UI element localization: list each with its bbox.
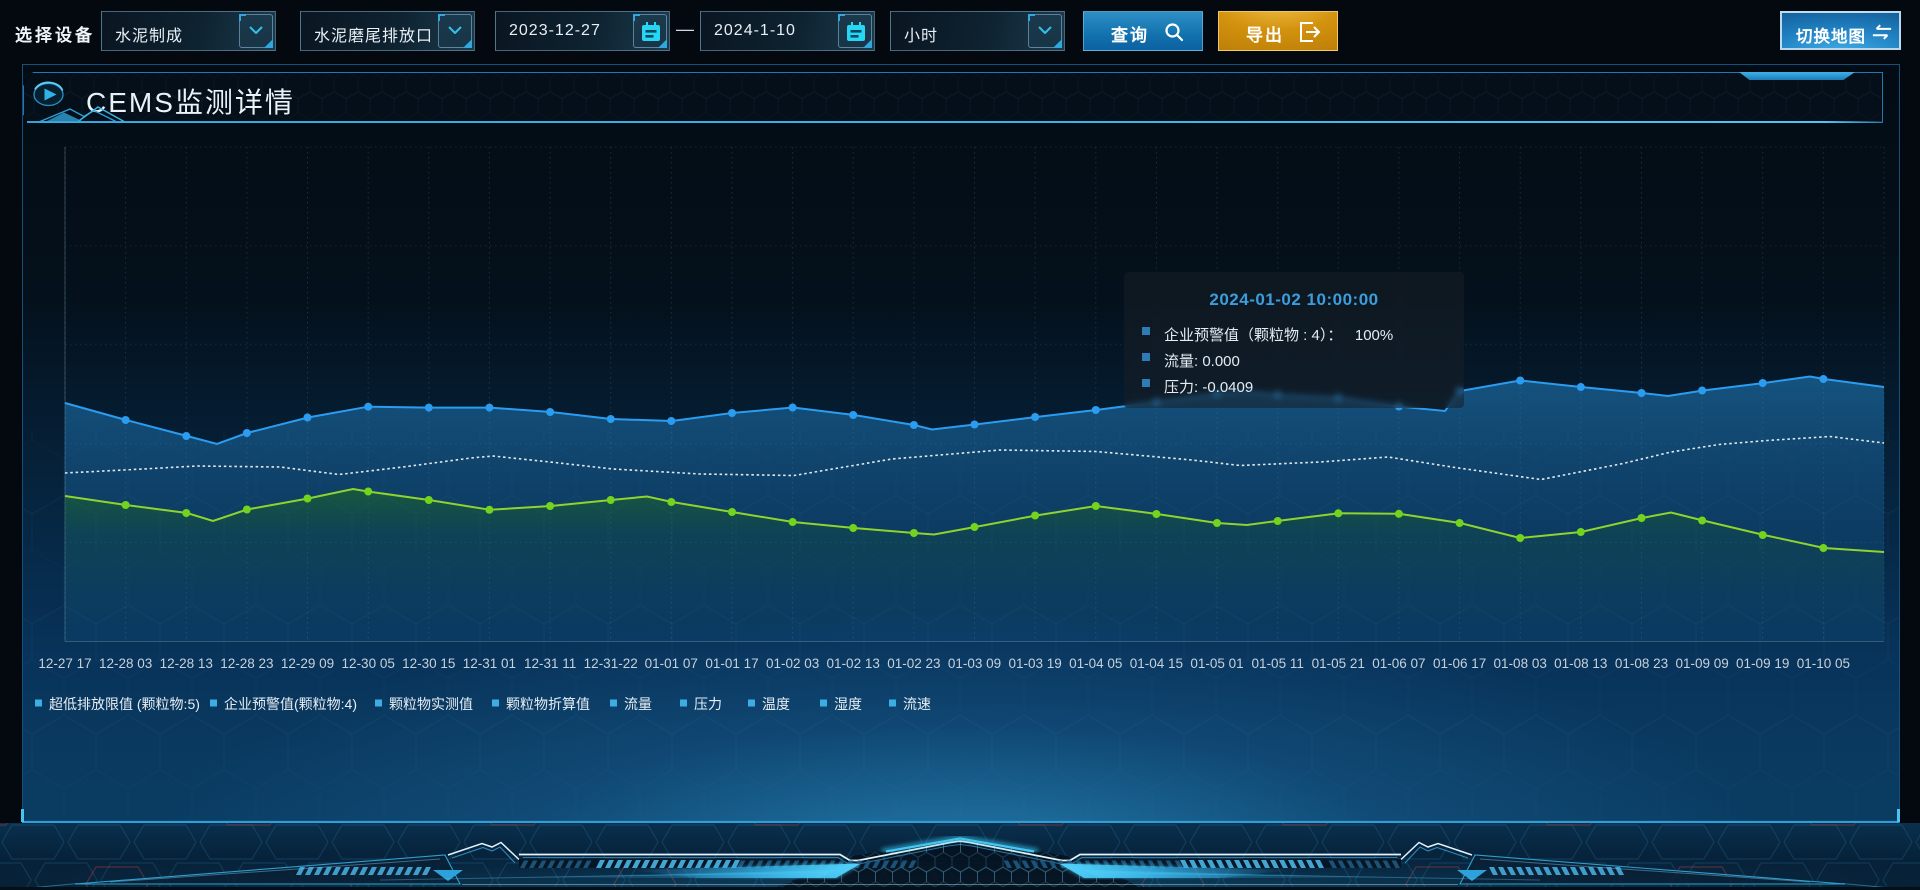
svg-text:01-10 05: 01-10 05	[1797, 656, 1850, 671]
svg-text:超低排放限值 (颗粒物:5): 超低排放限值 (颗粒物:5)	[49, 696, 200, 712]
svg-text:12-27 17: 12-27 17	[38, 656, 91, 671]
svg-text:12-28 23: 12-28 23	[220, 656, 273, 671]
svg-text:01-01 17: 01-01 17	[705, 656, 758, 671]
svg-text:12-30 15: 12-30 15	[402, 656, 455, 671]
svg-text:12-28 13: 12-28 13	[160, 656, 213, 671]
svg-text:01-04 15: 01-04 15	[1130, 656, 1183, 671]
svg-text:01-08 13: 01-08 13	[1554, 656, 1607, 671]
svg-text:01-02 03: 01-02 03	[766, 656, 819, 671]
svg-text:01-04 05: 01-04 05	[1069, 656, 1122, 671]
svg-text:01-02 13: 01-02 13	[827, 656, 880, 671]
svg-text:01-03 19: 01-03 19	[1008, 656, 1061, 671]
svg-text:01-01 07: 01-01 07	[645, 656, 698, 671]
svg-text:12-29 09: 12-29 09	[281, 656, 334, 671]
svg-text:01-06 07: 01-06 07	[1372, 656, 1425, 671]
svg-text:01-05 21: 01-05 21	[1312, 656, 1365, 671]
svg-text:01-09 19: 01-09 19	[1736, 656, 1789, 671]
svg-text:01-09 09: 01-09 09	[1675, 656, 1728, 671]
svg-text:01-02 23: 01-02 23	[887, 656, 940, 671]
svg-text:12-30 05: 12-30 05	[342, 656, 395, 671]
svg-text:12-31 01: 12-31 01	[463, 656, 516, 671]
svg-text:压力: 压力	[694, 696, 722, 712]
svg-text:湿度: 湿度	[834, 696, 862, 712]
svg-text:01-05 11: 01-05 11	[1252, 656, 1304, 671]
svg-text:颗粒物折算值: 颗粒物折算值	[506, 696, 590, 712]
svg-text:颗粒物实测值: 颗粒物实测值	[389, 696, 473, 712]
svg-text:01-03 09: 01-03 09	[948, 656, 1001, 671]
svg-text:12-28 03: 12-28 03	[99, 656, 152, 671]
svg-text:企业预警值(颗粒物:4): 企业预警值(颗粒物:4)	[224, 696, 357, 712]
svg-text:12-31-22: 12-31-22	[584, 656, 638, 671]
svg-text:流量: 流量	[624, 696, 652, 712]
svg-text:流速: 流速	[903, 696, 931, 712]
svg-text:01-05 01: 01-05 01	[1190, 656, 1243, 671]
svg-text:温度: 温度	[762, 696, 790, 712]
svg-text:01-08 03: 01-08 03	[1494, 656, 1547, 671]
svg-text:01-06 17: 01-06 17	[1433, 656, 1486, 671]
svg-text:01-08 23: 01-08 23	[1615, 656, 1668, 671]
svg-text:12-31 11: 12-31 11	[524, 656, 576, 671]
